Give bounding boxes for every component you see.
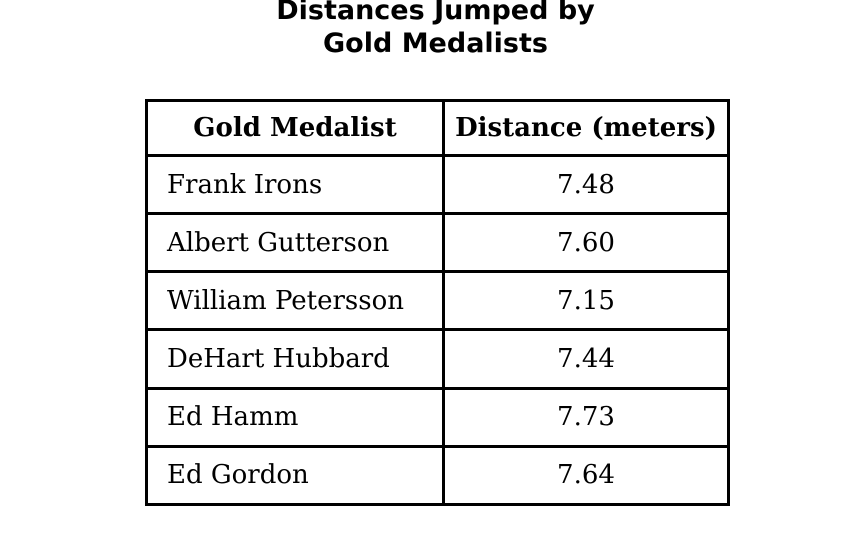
distance-value: 7.44 — [442, 328, 730, 390]
medalist-name: Albert Gutterson — [145, 212, 445, 274]
distance-value: 7.64 — [442, 444, 730, 507]
column-header-distance: Distance (meters) — [442, 99, 730, 157]
title-line-2: Gold Medalists — [323, 28, 548, 59]
distance-value: 7.48 — [442, 153, 730, 216]
distance-value: 7.15 — [442, 270, 730, 332]
distance-value: 7.60 — [442, 212, 730, 274]
title-line-1: Distances Jumped by — [276, 0, 595, 26]
distance-value: 7.73 — [442, 386, 730, 448]
medalist-name: DeHart Hubbard — [145, 328, 445, 390]
table-row: Ed Gordon 7.64 — [145, 444, 730, 507]
medalist-name: Ed Gordon — [145, 444, 445, 507]
table-row: Frank Irons 7.48 — [145, 153, 730, 216]
medalist-name: Frank Irons — [145, 153, 445, 216]
table-row: Albert Gutterson 7.60 — [145, 212, 730, 274]
column-header-gold-medalist: Gold Medalist — [145, 99, 445, 157]
table-row: William Petersson 7.15 — [145, 270, 730, 332]
table-row: Ed Hamm 7.73 — [145, 386, 730, 448]
table-row: DeHart Hubbard 7.44 — [145, 328, 730, 390]
medalist-distance-table: Gold Medalist Distance (meters) Frank Ir… — [145, 99, 730, 507]
medalist-name: Ed Hamm — [145, 386, 445, 448]
table-header-row: Gold Medalist Distance (meters) — [145, 99, 730, 157]
page-title: Distances Jumped by Gold Medalists — [0, 0, 847, 60]
medalist-name: William Petersson — [145, 270, 445, 332]
